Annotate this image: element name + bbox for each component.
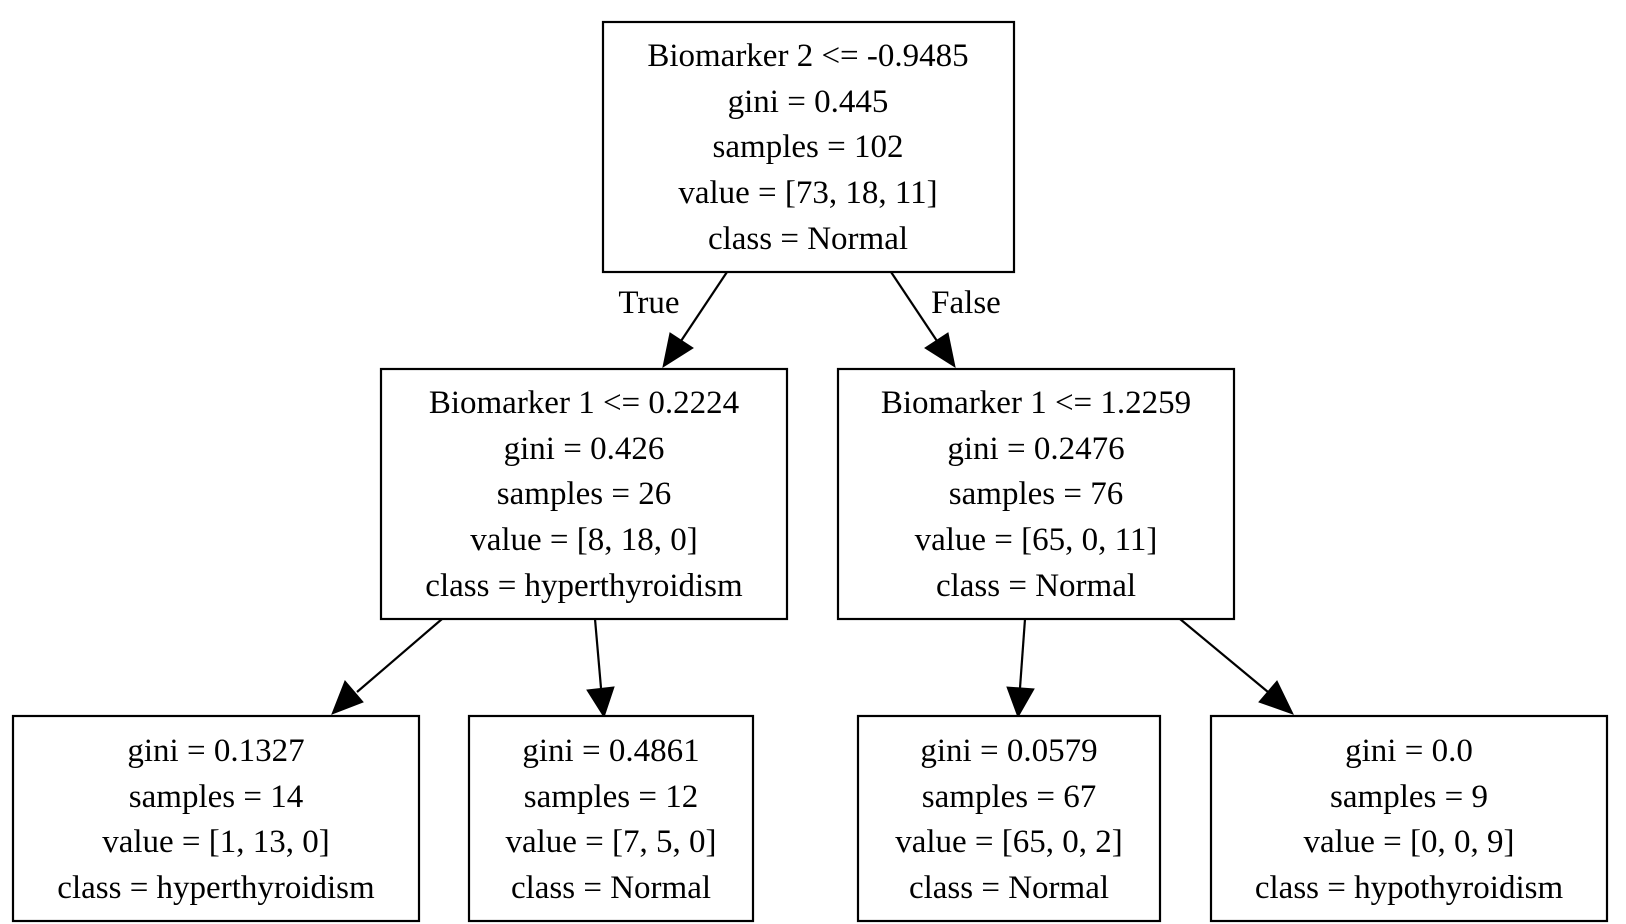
tree-leaf-3: gini = 0.0579 samples = 67 value = [65, … — [856, 714, 1162, 923]
node-samples: samples = 102 — [713, 129, 904, 165]
node-gini: gini = 0.0 — [1345, 733, 1473, 769]
node-samples: samples = 9 — [1330, 779, 1488, 815]
edge-root-right — [890, 271, 956, 369]
node-gini: gini = 0.2476 — [947, 431, 1124, 467]
node-samples: samples = 26 — [497, 476, 671, 512]
node-class: class = hypothyroidism — [1255, 870, 1564, 906]
node-class: class = Normal — [936, 568, 1136, 604]
node-value: value = [7, 5, 0] — [505, 824, 716, 860]
node-samples: samples = 12 — [524, 779, 698, 815]
node-value: value = [65, 0, 2] — [895, 824, 1123, 860]
node-value: value = [65, 0, 11] — [915, 522, 1158, 558]
node-gini: gini = 0.445 — [728, 84, 889, 120]
edge-label-true: True — [618, 285, 679, 321]
node-value: value = [73, 18, 11] — [678, 175, 937, 211]
edge-left-leaf-lr — [586, 618, 615, 719]
node-samples: samples = 67 — [922, 779, 1096, 815]
node-value: value = [0, 0, 9] — [1303, 824, 1514, 860]
node-samples: samples = 14 — [129, 779, 303, 815]
node-class: class = Normal — [909, 870, 1109, 906]
edge-root-left — [662, 271, 728, 369]
node-split-rule: Biomarker 2 <= -0.9485 — [647, 38, 968, 74]
node-class: class = Normal — [511, 870, 711, 906]
tree-node-left: Biomarker 1 <= 0.2224 gini = 0.426 sampl… — [379, 367, 789, 621]
node-class: class = hyperthyroidism — [57, 870, 375, 906]
node-gini: gini = 0.4861 — [522, 733, 699, 769]
node-split-rule: Biomarker 1 <= 0.2224 — [429, 385, 739, 421]
node-value: value = [1, 13, 0] — [102, 824, 330, 860]
node-split-rule: Biomarker 1 <= 1.2259 — [881, 385, 1191, 421]
tree-node-root: Biomarker 2 <= -0.9485 gini = 0.445 samp… — [601, 20, 1016, 274]
tree-leaf-2: gini = 0.4861 samples = 12 value = [7, 5… — [467, 714, 755, 923]
tree-leaf-4: gini = 0.0 samples = 9 value = [0, 0, 9]… — [1209, 714, 1609, 923]
node-gini: gini = 0.1327 — [127, 733, 304, 769]
tree-node-right: Biomarker 1 <= 1.2259 gini = 0.2476 samp… — [836, 367, 1236, 621]
edge-label-false: False — [931, 285, 1001, 321]
node-gini: gini = 0.426 — [504, 431, 665, 467]
edge-left-leaf-ll — [331, 618, 443, 715]
node-gini: gini = 0.0579 — [920, 733, 1097, 769]
node-value: value = [8, 18, 0] — [470, 522, 698, 558]
edge-right-leaf-rl — [1006, 618, 1035, 719]
tree-leaf-1: gini = 0.1327 samples = 14 value = [1, 1… — [11, 714, 421, 923]
edge-right-leaf-rr — [1179, 618, 1294, 715]
node-samples: samples = 76 — [949, 476, 1123, 512]
node-class: class = Normal — [708, 221, 908, 257]
node-class: class = hyperthyroidism — [425, 568, 743, 604]
